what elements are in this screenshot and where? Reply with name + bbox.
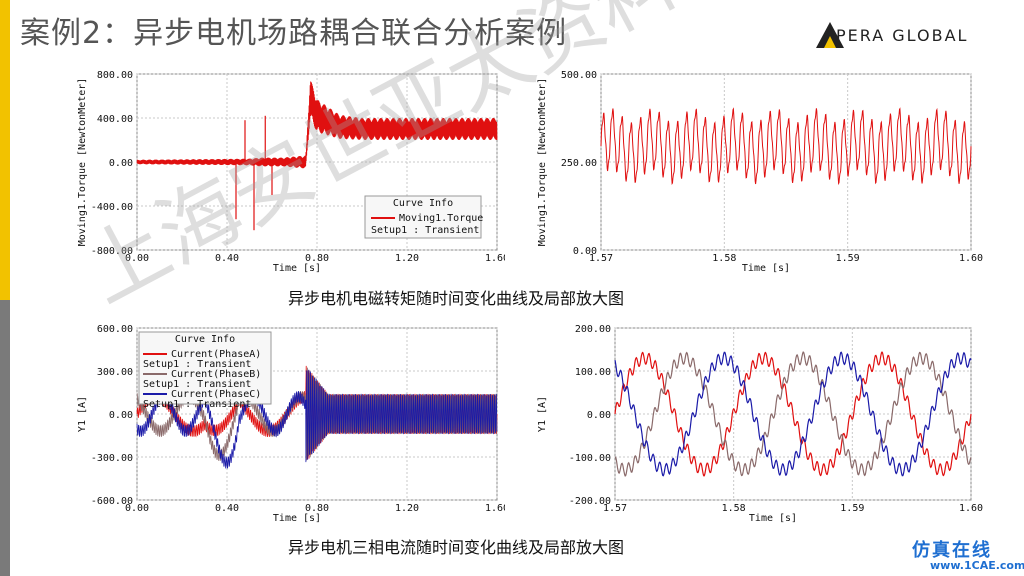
legend-entry: Current(PhaseB) (171, 369, 261, 380)
legend-entry: Current(PhaseA) (171, 349, 261, 360)
x-tick-label: 0.00 (125, 253, 149, 264)
x-tick-label: 1.20 (395, 253, 419, 264)
current-zoom-line (614, 351, 972, 477)
site-url: www.1CAE.com (930, 559, 1024, 572)
y-axis-label: Moving1.Torque [NewtonMeter] (77, 78, 88, 247)
x-tick-label: 0.40 (215, 253, 239, 264)
x-tick-label: 0.00 (125, 503, 149, 514)
site-watermark: 仿真在线 (912, 540, 992, 561)
x-tick-label: 1.60 (959, 503, 983, 514)
y-tick-label: 0.00 (109, 158, 133, 169)
x-tick-label: 1.20 (395, 503, 419, 514)
y-tick-label: 200.00 (575, 324, 611, 335)
x-axis-label: Time [s] (749, 513, 797, 524)
y-tick-label: 100.00 (575, 367, 611, 378)
legend-title: Curve Info (175, 334, 235, 345)
logo-icon (816, 22, 844, 48)
y-tick-label: 0.00 (587, 410, 611, 421)
x-tick-label: 1.58 (722, 503, 746, 514)
y-tick-label: -800.00 (91, 246, 133, 257)
torque-full-chart: 0.00 0.40 0.80 1.20 1.60 800.00 400.00 0.00 -400… (75, 66, 505, 276)
legend-title: Curve Info (393, 198, 453, 209)
torque-zoom-chart: 1.57 1.58 1.59 1.60 500.00 250.00 0.00 Time [s]… (535, 66, 985, 276)
x-tick-label: 1.60 (959, 253, 983, 264)
x-tick-label: 1.57 (603, 503, 627, 514)
x-tick-label: 1.57 (589, 253, 613, 264)
legend-entry: Setup1 : Transient (143, 359, 251, 370)
y-tick-label: 500.00 (561, 70, 597, 81)
x-axis-label: Time [s] (742, 263, 790, 274)
slide-title: 案例2：异步电机场路耦合联合分析案例 (20, 16, 568, 51)
x-tick-label: 0.80 (305, 253, 329, 264)
x-tick-label: 1.59 (840, 503, 864, 514)
y-axis-label: Y1 [A] (77, 396, 88, 432)
torque-caption: 异步电机电磁转矩随时间变化曲线及局部放大图 (288, 289, 625, 308)
y-tick-label: 0.00 (109, 410, 133, 421)
legend-entry: Moving1.Torque (399, 213, 483, 224)
current-full-chart: 0.00 0.40 0.80 1.20 1.60 600.00 300.00 0.00 -300… (75, 320, 505, 525)
accent-bar-dark (0, 300, 10, 576)
x-tick-label: 1.60 (485, 503, 505, 514)
y-tick-label: -100.00 (569, 453, 611, 464)
y-tick-label: 0.00 (573, 246, 597, 257)
y-tick-label: -400.00 (91, 202, 133, 213)
legend-entry: Setup1 : Transient (143, 399, 251, 410)
legend-entry: Current(PhaseC) (171, 389, 261, 400)
y-tick-label: -600.00 (91, 496, 133, 507)
x-axis-label: Time [s] (273, 263, 321, 274)
y-tick-label: -300.00 (91, 453, 133, 464)
current-zoom-line (614, 351, 972, 477)
torque-zoom-line (600, 107, 972, 186)
y-tick-label: 600.00 (97, 324, 133, 335)
accent-bar (0, 0, 10, 576)
y-tick-label: 400.00 (97, 114, 133, 125)
current-series-line (136, 367, 498, 461)
y-axis-label: Moving1.Torque [NewtonMeter] (537, 78, 548, 247)
logo-text: PERA GLOBAL (836, 26, 969, 45)
x-tick-label: 1.58 (712, 253, 736, 264)
current-caption: 异步电机三相电流随时间变化曲线及局部放大图 (288, 538, 625, 557)
y-tick-label: -200.00 (569, 496, 611, 507)
y-tick-label: 250.00 (561, 158, 597, 169)
legend-entry: Setup1 : Transient (371, 225, 479, 236)
y-axis-label: Y1 [A] (537, 396, 548, 432)
current-series-line (136, 369, 498, 469)
x-axis-label: Time [s] (273, 513, 321, 524)
x-tick-label: 1.59 (836, 253, 860, 264)
legend-entry: Setup1 : Transient (143, 379, 251, 390)
x-tick-label: 0.40 (215, 503, 239, 514)
y-tick-label: 800.00 (97, 70, 133, 81)
y-tick-label: 300.00 (97, 367, 133, 378)
x-tick-label: 0.80 (305, 503, 329, 514)
current-zoom-line (614, 351, 972, 477)
x-tick-label: 1.60 (485, 253, 505, 264)
legend-box (138, 331, 272, 405)
current-zoom-chart: 1.57 1.58 1.59 1.60 200.00 100.00 0.00 -100.00 -… (535, 320, 985, 525)
